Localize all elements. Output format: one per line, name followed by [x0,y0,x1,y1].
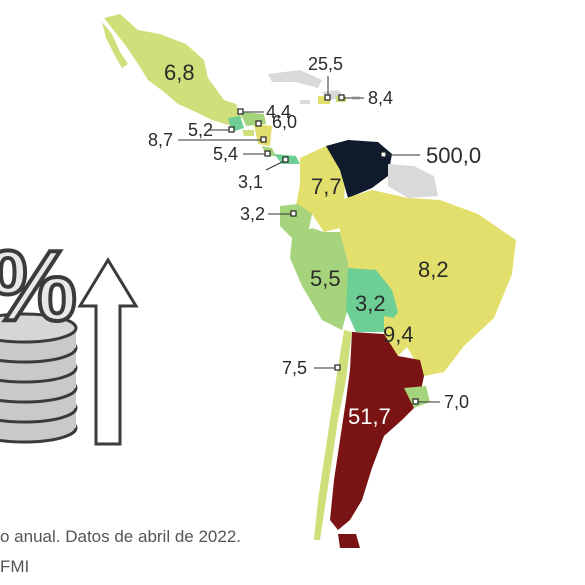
jamaica-island [300,100,310,104]
brazil-region [340,190,516,376]
bolivia-region [346,268,398,332]
footer-note: o anual. Datos de abril de 2022. [0,527,241,546]
label-guatemala: 5,2 [188,120,213,140]
caribbean-islands [268,70,360,104]
label-cuba: 25,5 [308,54,343,74]
cuba-island [268,70,322,88]
label-panama: 3,1 [238,172,263,192]
value-labels: 6,8 25,5 8,4 4,4 5,2 6,0 8,7 5,4 3,1 500… [148,54,481,429]
up-arrow-icon [77,257,139,446]
venezuela-region [326,140,392,198]
label-chile: 7,5 [282,358,307,378]
label-ecuador: 3,2 [240,204,265,224]
baja-california-region [102,22,128,68]
inflation-illustration: % [0,228,139,446]
guianas-region [388,164,438,198]
honduras-region [240,112,266,126]
footer-source: FMI [0,557,29,576]
label-brazil: 8,2 [418,257,449,282]
label-venezuela: 500,0 [426,143,481,168]
coin-stack-icon [0,312,78,444]
label-costa-rica: 5,4 [213,144,238,164]
label-bolivia: 3,2 [355,291,386,316]
label-el-salvador: 8,7 [148,130,173,150]
mexico-region [104,14,242,126]
peru-region [290,228,350,330]
label-paraguay: 9,4 [383,322,414,347]
el-salvador-region [242,130,254,136]
label-dominican-republic: 8,4 [368,88,393,108]
chile-region [314,330,352,540]
argentina-region [330,332,424,530]
label-argentina: 51,7 [348,404,391,429]
label-uruguay: 7,0 [444,392,469,412]
tierra-del-fuego-region [338,534,360,548]
nicaragua-region [254,124,272,146]
label-honduras: 4,4 [266,102,291,122]
colombia-region [296,146,346,232]
label-mexico: 6,8 [164,60,195,85]
ecuador-region [280,204,312,238]
label-colombia: 7,7 [311,174,342,199]
label-peru: 5,5 [310,266,341,291]
leader-lines [178,76,440,405]
percent-icon: % [0,230,77,342]
label-nicaragua: 6,0 [272,112,297,132]
